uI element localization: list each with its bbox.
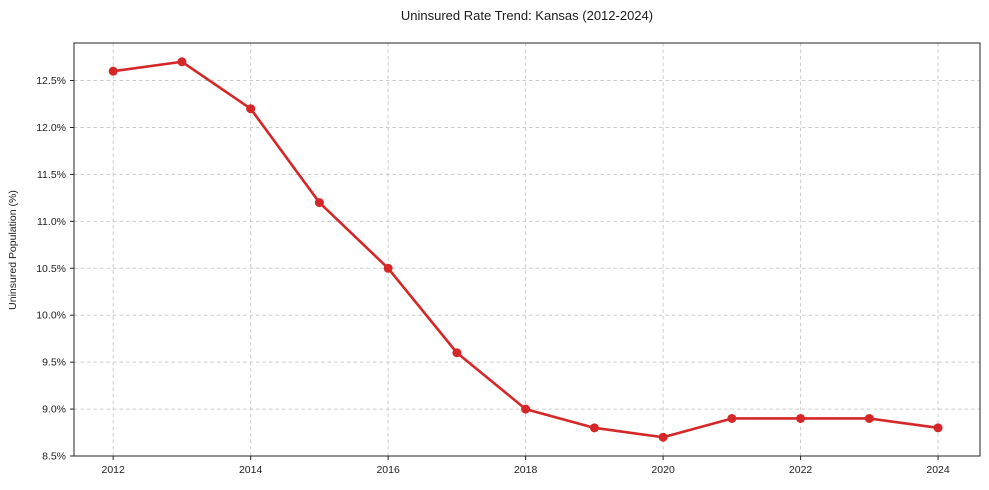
y-tick-label: 9.5% bbox=[42, 357, 66, 369]
chart-title: Uninsured Rate Trend: Kansas (2012-2024) bbox=[400, 8, 654, 23]
x-tick-label: 2020 bbox=[651, 464, 675, 476]
x-tick-label: 2022 bbox=[789, 464, 813, 476]
data-point-marker bbox=[658, 432, 668, 442]
data-point-marker bbox=[177, 57, 187, 67]
data-point-marker bbox=[933, 423, 943, 433]
y-tick-label: 12.0% bbox=[36, 122, 66, 134]
y-tick-label: 9.0% bbox=[42, 404, 66, 416]
trend-line bbox=[111, 60, 940, 439]
y-tick-label: 11.0% bbox=[37, 216, 66, 228]
data-point-marker bbox=[108, 66, 118, 76]
data-point-marker bbox=[727, 413, 737, 423]
y-tick-label: 12.5% bbox=[36, 75, 66, 87]
x-tick-label: 2016 bbox=[376, 464, 400, 476]
x-tick-label: 2018 bbox=[514, 464, 538, 476]
data-point-marker bbox=[589, 423, 599, 433]
x-tick-label: 2012 bbox=[102, 464, 126, 476]
y-tick-label: 11.5% bbox=[37, 169, 66, 181]
y-tick-label: 8.5% bbox=[42, 451, 66, 463]
y-tick-label: 10.5% bbox=[36, 263, 66, 275]
axis-frame bbox=[73, 42, 981, 457]
data-point-marker bbox=[452, 348, 462, 358]
y-tick-label: 10.0% bbox=[36, 310, 66, 322]
x-tick-label: 2014 bbox=[239, 464, 263, 476]
data-point-marker bbox=[521, 404, 531, 414]
x-tick-label: 2024 bbox=[926, 464, 950, 476]
data-point-marker bbox=[796, 413, 806, 423]
data-point-marker bbox=[314, 198, 324, 208]
data-point-marker bbox=[246, 104, 256, 114]
data-point-marker bbox=[383, 263, 393, 273]
data-point-marker bbox=[864, 413, 874, 423]
